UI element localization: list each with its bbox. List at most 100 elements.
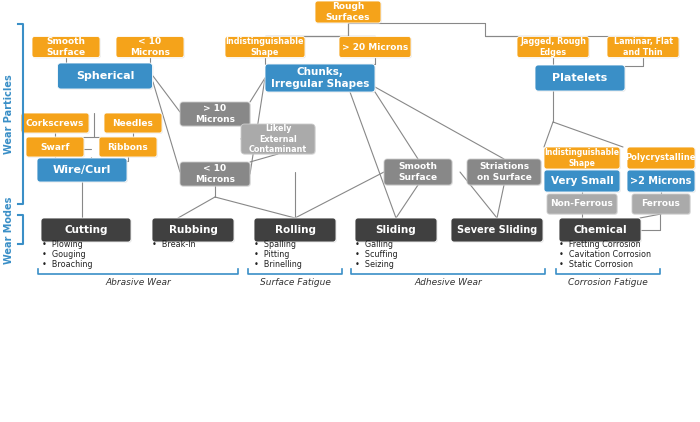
- FancyBboxPatch shape: [22, 114, 90, 134]
- FancyBboxPatch shape: [116, 36, 184, 57]
- FancyBboxPatch shape: [628, 148, 696, 170]
- Text: Smooth
Surface: Smooth Surface: [46, 38, 85, 57]
- Text: Surface Fatigue: Surface Fatigue: [260, 278, 330, 287]
- FancyBboxPatch shape: [633, 195, 691, 215]
- Text: < 10
Microns: < 10 Microns: [130, 38, 170, 57]
- FancyBboxPatch shape: [58, 64, 153, 90]
- Text: Smooth
Surface: Smooth Surface: [398, 162, 438, 181]
- FancyBboxPatch shape: [355, 218, 437, 242]
- Text: Wear Particles: Wear Particles: [4, 74, 14, 154]
- FancyBboxPatch shape: [536, 66, 626, 92]
- FancyBboxPatch shape: [535, 65, 625, 91]
- FancyBboxPatch shape: [340, 37, 412, 58]
- Text: Wear Modes: Wear Modes: [4, 196, 14, 264]
- Text: Striations
on Surface: Striations on Surface: [477, 162, 531, 181]
- Text: Cutting: Cutting: [64, 225, 108, 235]
- FancyBboxPatch shape: [339, 36, 411, 57]
- FancyBboxPatch shape: [547, 194, 617, 214]
- Text: >2 Microns: >2 Microns: [630, 176, 692, 186]
- Text: Very Small: Very Small: [551, 176, 613, 186]
- FancyBboxPatch shape: [241, 124, 315, 154]
- FancyBboxPatch shape: [42, 219, 132, 243]
- Text: > 20 Microns: > 20 Microns: [342, 43, 408, 51]
- FancyBboxPatch shape: [38, 159, 128, 183]
- Text: •  Scuffing: • Scuffing: [355, 250, 398, 259]
- Text: Laminar, Flat
and Thin: Laminar, Flat and Thin: [613, 38, 673, 57]
- FancyBboxPatch shape: [152, 218, 234, 242]
- Text: Swarf: Swarf: [41, 143, 70, 151]
- FancyBboxPatch shape: [315, 1, 381, 23]
- Text: •  Static Corrosion: • Static Corrosion: [559, 260, 633, 269]
- FancyBboxPatch shape: [266, 65, 376, 93]
- FancyBboxPatch shape: [628, 171, 696, 193]
- FancyBboxPatch shape: [254, 218, 336, 242]
- Text: •  Seizing: • Seizing: [355, 260, 394, 269]
- FancyBboxPatch shape: [153, 219, 234, 243]
- Text: Spherical: Spherical: [76, 71, 134, 81]
- FancyBboxPatch shape: [544, 170, 620, 192]
- FancyBboxPatch shape: [226, 37, 306, 58]
- FancyBboxPatch shape: [356, 219, 438, 243]
- Text: Wire/Curl: Wire/Curl: [52, 165, 111, 175]
- FancyBboxPatch shape: [26, 137, 84, 157]
- FancyBboxPatch shape: [99, 137, 157, 157]
- Text: •  Broaching: • Broaching: [42, 260, 92, 269]
- Text: •  Pitting: • Pitting: [254, 250, 289, 259]
- Text: Severe Sliding: Severe Sliding: [457, 225, 537, 235]
- Text: Likely
External
Contaminant: Likely External Contaminant: [249, 124, 307, 154]
- FancyBboxPatch shape: [241, 125, 316, 155]
- Text: Rough
Surfaces: Rough Surfaces: [326, 3, 370, 22]
- FancyBboxPatch shape: [33, 37, 101, 58]
- FancyBboxPatch shape: [467, 159, 541, 185]
- FancyBboxPatch shape: [32, 36, 100, 57]
- FancyBboxPatch shape: [225, 36, 305, 57]
- Text: Corkscrews: Corkscrews: [26, 119, 84, 127]
- FancyBboxPatch shape: [548, 195, 618, 215]
- FancyBboxPatch shape: [104, 113, 162, 133]
- FancyBboxPatch shape: [559, 218, 641, 242]
- FancyBboxPatch shape: [451, 218, 543, 242]
- Text: Chemical: Chemical: [573, 225, 626, 235]
- FancyBboxPatch shape: [545, 148, 621, 170]
- Text: •  Cavitation Corrosion: • Cavitation Corrosion: [559, 250, 651, 259]
- Text: •  Spalling: • Spalling: [254, 240, 296, 249]
- FancyBboxPatch shape: [180, 162, 250, 186]
- FancyBboxPatch shape: [608, 37, 680, 58]
- FancyBboxPatch shape: [384, 159, 452, 185]
- FancyBboxPatch shape: [21, 113, 89, 133]
- Text: > 10
Microns: > 10 Microns: [195, 105, 235, 124]
- Text: Non-Ferrous: Non-Ferrous: [551, 200, 613, 208]
- FancyBboxPatch shape: [41, 218, 131, 242]
- Text: Chunks,
Irregular Shapes: Chunks, Irregular Shapes: [271, 68, 369, 89]
- Text: •  Plowing: • Plowing: [42, 240, 83, 249]
- Text: Corrosion Fatigue: Corrosion Fatigue: [568, 278, 648, 287]
- FancyBboxPatch shape: [627, 147, 695, 169]
- Text: Ferrous: Ferrous: [642, 200, 680, 208]
- FancyBboxPatch shape: [518, 37, 590, 58]
- FancyBboxPatch shape: [180, 102, 250, 126]
- Text: Ribbons: Ribbons: [108, 143, 148, 151]
- FancyBboxPatch shape: [607, 36, 679, 57]
- Text: •  Galling: • Galling: [355, 240, 393, 249]
- Text: Rolling: Rolling: [274, 225, 316, 235]
- FancyBboxPatch shape: [255, 219, 337, 243]
- FancyBboxPatch shape: [181, 163, 251, 187]
- FancyBboxPatch shape: [452, 219, 544, 243]
- FancyBboxPatch shape: [545, 171, 621, 193]
- FancyBboxPatch shape: [632, 194, 690, 214]
- FancyBboxPatch shape: [105, 114, 163, 134]
- Text: Rubbing: Rubbing: [169, 225, 218, 235]
- Text: Sliding: Sliding: [376, 225, 416, 235]
- Text: •  Gouging: • Gouging: [42, 250, 85, 259]
- FancyBboxPatch shape: [468, 160, 542, 186]
- FancyBboxPatch shape: [560, 219, 642, 243]
- FancyBboxPatch shape: [627, 170, 695, 192]
- Text: Indistinguishable
Shape: Indistinguishable Shape: [225, 38, 304, 57]
- FancyBboxPatch shape: [544, 147, 620, 169]
- Text: •  Brinelling: • Brinelling: [254, 260, 302, 269]
- FancyBboxPatch shape: [385, 160, 453, 186]
- Text: Abrasive Wear: Abrasive Wear: [105, 278, 171, 287]
- Text: Platelets: Platelets: [552, 73, 608, 83]
- Text: •  Break-In: • Break-In: [152, 240, 195, 249]
- Text: Adhesive Wear: Adhesive Wear: [414, 278, 482, 287]
